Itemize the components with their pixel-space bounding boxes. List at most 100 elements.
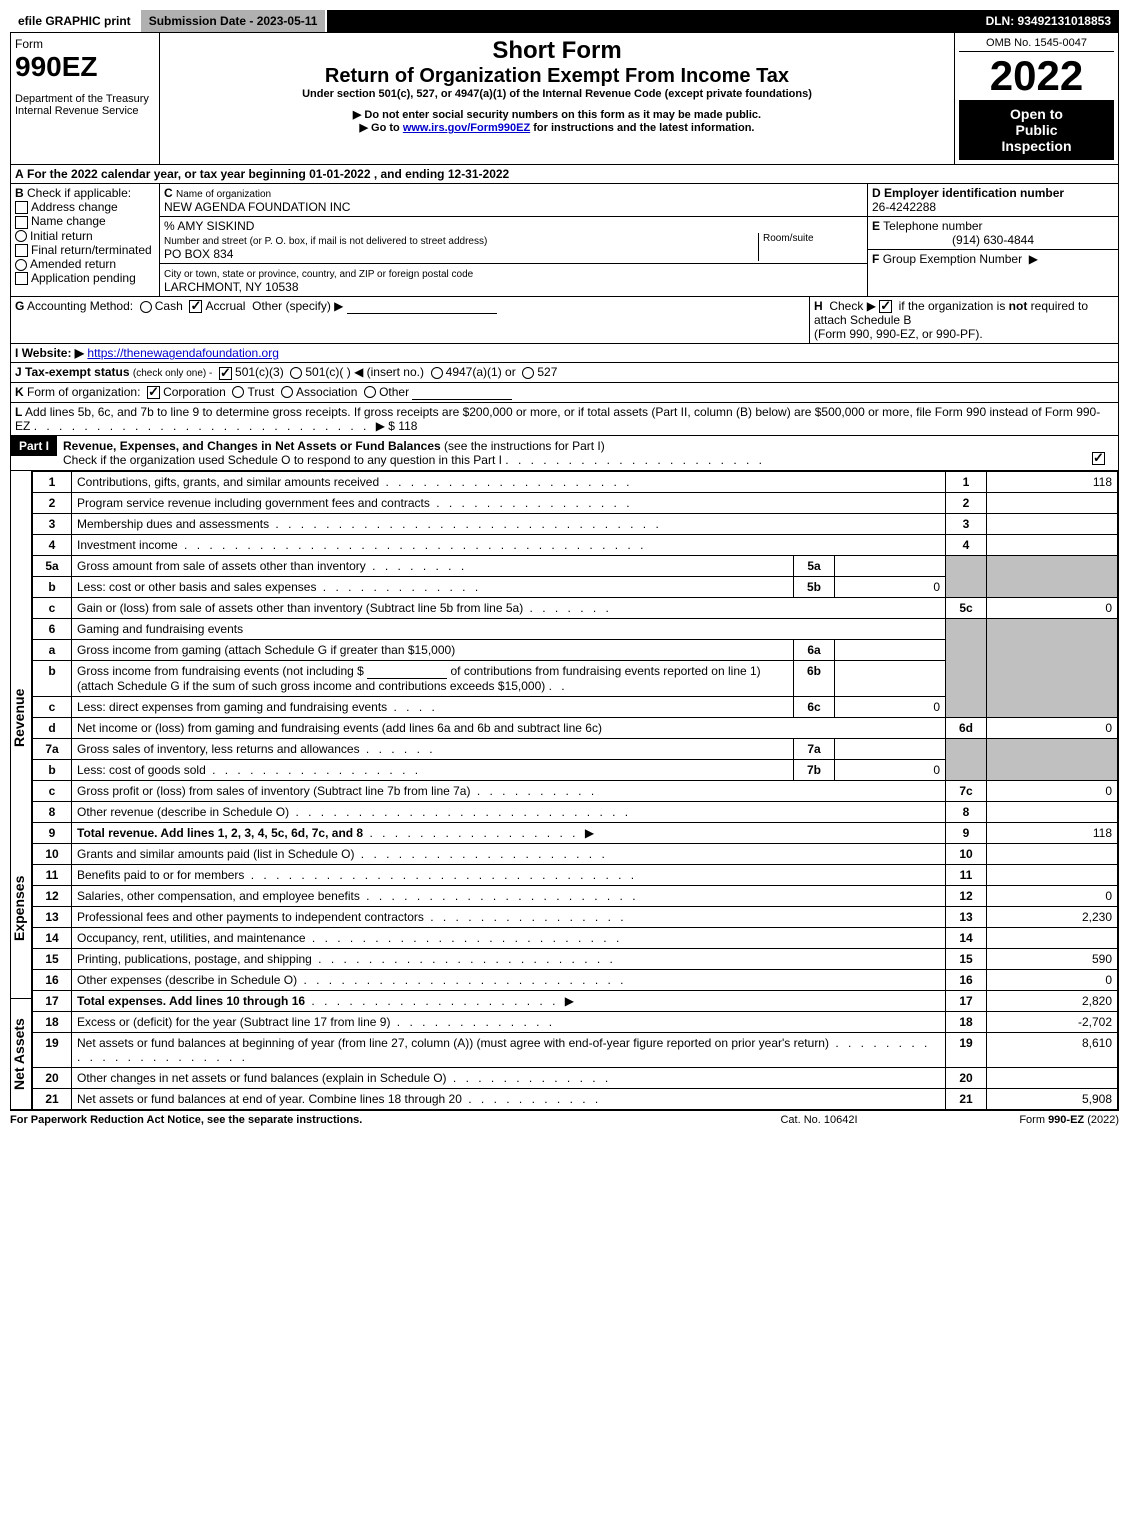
c-name-label: Name of organization <box>176 189 271 200</box>
l20-v <box>987 1067 1118 1088</box>
l18-d: Excess or (deficit) for the year (Subtra… <box>77 1015 390 1029</box>
irs-link[interactable]: www.irs.gov/Form990EZ <box>403 122 530 134</box>
f-arrow: ▶ <box>1029 252 1038 266</box>
chk-pending[interactable] <box>15 272 28 285</box>
chk-accrual[interactable] <box>189 300 202 313</box>
section-l: L Add lines 5b, 6c, and 7b to line 9 to … <box>11 403 1118 436</box>
l21-rn: 21 <box>946 1088 987 1109</box>
l9-n: 9 <box>33 822 72 843</box>
footer-right-post: (2022) <box>1087 1114 1119 1126</box>
line-5a: 5a Gross amount from sale of assets othe… <box>33 555 1118 576</box>
line-18: 18 Excess or (deficit) for the year (Sub… <box>33 1011 1118 1032</box>
l7b-n: b <box>33 759 72 780</box>
chk-name[interactable] <box>15 216 28 229</box>
dept-irs: Internal Revenue Service <box>15 105 155 117</box>
h-text4: (Form 990, 990-EZ, or 990-PF). <box>814 327 983 341</box>
section-j: J Tax-exempt status (check only one) - 5… <box>11 363 1118 382</box>
chk-501c3[interactable] <box>219 367 232 380</box>
i-label: Website: ▶ <box>22 346 84 360</box>
l15-n: 15 <box>33 948 72 969</box>
header-center: Short Form Return of Organization Exempt… <box>160 33 954 164</box>
l12-d: Salaries, other compensation, and employ… <box>77 889 360 903</box>
l7a-d: Gross sales of inventory, less returns a… <box>77 742 360 756</box>
org-city: LARCHMONT, NY 10538 <box>164 280 299 294</box>
chk-corp[interactable] <box>147 386 160 399</box>
l7a-n: 7a <box>33 738 72 759</box>
l8-n: 8 <box>33 801 72 822</box>
l19-rn: 19 <box>946 1032 987 1067</box>
l11-d: Benefits paid to or for members <box>77 868 244 882</box>
radio-assoc[interactable] <box>281 386 293 398</box>
open1: Open to <box>1010 106 1063 122</box>
radio-cash[interactable] <box>140 301 152 313</box>
line-3: 3 Membership dues and assessments . . . … <box>33 513 1118 534</box>
part1-note: (see the instructions for Part I) <box>444 439 605 453</box>
l3-n: 3 <box>33 513 72 534</box>
l15-rn: 15 <box>946 948 987 969</box>
l18-rn: 18 <box>946 1011 987 1032</box>
chk-amended[interactable] <box>15 259 27 271</box>
side-netassets: Net Assets <box>11 999 31 1110</box>
l15-d: Printing, publications, postage, and shi… <box>77 952 312 966</box>
l15-v: 590 <box>987 948 1118 969</box>
chk-initial[interactable] <box>15 230 27 242</box>
l12-n: 12 <box>33 885 72 906</box>
radio-trust[interactable] <box>232 386 244 398</box>
l2-n: 2 <box>33 492 72 513</box>
care-of: % AMY SISKIND <box>164 219 254 233</box>
l5a-sl: 5a <box>794 555 835 576</box>
l20-n: 20 <box>33 1067 72 1088</box>
l2-v <box>987 492 1118 513</box>
l6d-d: Net income or (loss) from gaming and fun… <box>72 717 946 738</box>
website-link[interactable]: https://thenewagendafoundation.org <box>87 346 278 360</box>
line-7c: c Gross profit or (loss) from sales of i… <box>33 780 1118 801</box>
dept-treasury: Department of the Treasury <box>15 93 155 105</box>
l14-v <box>987 927 1118 948</box>
line-11: 11 Benefits paid to or for members . . .… <box>33 864 1118 885</box>
l17-n: 17 <box>33 990 72 1011</box>
j-o1: 501(c)(3) <box>235 365 284 379</box>
omb: OMB No. 1545-0047 <box>959 37 1114 52</box>
opt-name: Name change <box>31 214 106 228</box>
chk-address[interactable] <box>15 201 28 214</box>
radio-501c[interactable] <box>290 367 302 379</box>
l5b-n: b <box>33 576 72 597</box>
phone-value: (914) 630-4844 <box>872 233 1114 247</box>
l16-d: Other expenses (describe in Schedule O) <box>77 973 297 987</box>
l11-n: 11 <box>33 864 72 885</box>
note-goto: ▶ Go to www.irs.gov/Form990EZ for instru… <box>164 121 950 134</box>
h-not: not <box>1009 299 1028 313</box>
note2-post: for instructions and the latest informat… <box>533 122 754 134</box>
l13-v: 2,230 <box>987 906 1118 927</box>
section-a-text: For the 2022 calendar year, or tax year … <box>27 167 509 181</box>
chk-scheduleb[interactable] <box>879 300 892 313</box>
l13-d: Professional fees and other payments to … <box>77 910 424 924</box>
l5a-n: 5a <box>33 555 72 576</box>
chk-scheduleo[interactable] <box>1092 452 1105 465</box>
open-inspection: Open to Public Inspection <box>959 100 1114 160</box>
top-bar: efile GRAPHIC print Submission Date - 20… <box>10 10 1119 32</box>
l5b-sv: 0 <box>835 576 946 597</box>
chk-final[interactable] <box>15 244 28 257</box>
l17-v: 2,820 <box>987 990 1118 1011</box>
l2-rn: 2 <box>946 492 987 513</box>
j-note: (check only one) - <box>133 368 212 379</box>
section-bcdef: B Check if applicable: Address change Na… <box>11 184 1118 297</box>
header-left: Form 990EZ Department of the Treasury In… <box>11 33 160 164</box>
l5c-d: Gain or (loss) from sale of assets other… <box>77 601 523 615</box>
l10-rn: 10 <box>946 843 987 864</box>
l11-rn: 11 <box>946 864 987 885</box>
side-revenue: Revenue <box>11 618 31 818</box>
k-o2: Trust <box>247 385 274 399</box>
footer: For Paperwork Reduction Act Notice, see … <box>10 1111 1119 1129</box>
l7c-rn: 7c <box>946 780 987 801</box>
radio-kother[interactable] <box>364 386 376 398</box>
l6d-rn: 6d <box>946 717 987 738</box>
b-label: Check if applicable: <box>27 186 131 200</box>
subtitle: Under section 501(c), 527, or 4947(a)(1)… <box>164 88 950 100</box>
city-label: City or town, state or province, country… <box>164 269 473 280</box>
l4-rn: 4 <box>946 534 987 555</box>
l6a-d: Gross income from gaming (attach Schedul… <box>72 639 794 660</box>
radio-4947[interactable] <box>431 367 443 379</box>
radio-527[interactable] <box>522 367 534 379</box>
